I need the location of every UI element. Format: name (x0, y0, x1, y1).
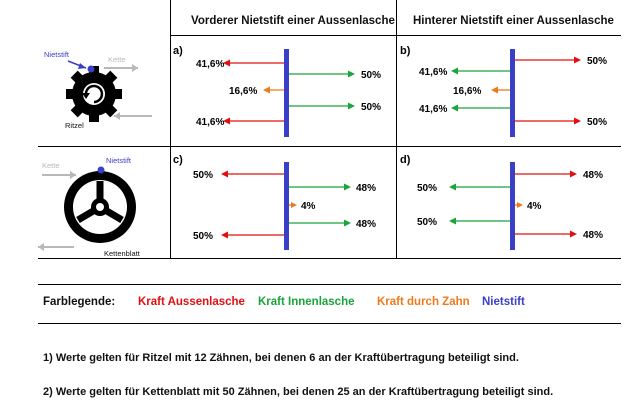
force-value: 50% (417, 217, 437, 228)
legend-top-border (38, 284, 621, 285)
force-value: 50% (361, 102, 381, 113)
chainring-icon (64, 171, 136, 243)
rivet-dot (97, 166, 105, 174)
pin-bar (510, 49, 515, 137)
footnote-1: 1) Werte gelten für Ritzel mit 12 Zähnen… (43, 352, 519, 364)
chainring-name-label: Kettenblatt (104, 249, 141, 258)
panel-label: b) (400, 45, 411, 57)
column-divider-left (170, 0, 171, 258)
force-value: 41,6% (196, 117, 224, 128)
table-bottom-border (38, 258, 621, 259)
panel-b-rear-sprocket: b) 50% 41,6% 16,6% 41,6% 50% (400, 45, 607, 137)
force-value: 50% (193, 170, 213, 181)
panel-a-front-sprocket: a) 41,6% 50% 16,6% 50% 41,6% (173, 45, 381, 137)
panel-label: c) (173, 154, 183, 166)
table-top-border (170, 35, 621, 36)
legend-tooth-force: Kraft durch Zahn (377, 296, 470, 308)
force-value: 16,6% (229, 86, 257, 97)
force-value: 50% (193, 231, 213, 242)
chain-label: Kette (42, 161, 60, 170)
column-divider-middle (396, 0, 397, 258)
pin-bar (510, 162, 515, 250)
header-front-rivet: Vorderer Nietstift einer Aussenlasche (191, 15, 395, 27)
force-value: 4% (301, 201, 316, 212)
legend-title: Farblegende: (43, 296, 116, 308)
force-value: 48% (583, 170, 603, 181)
legend-pin: Nietstift (482, 296, 525, 308)
force-value: 48% (356, 183, 376, 194)
sprocket-illustration: Nietstift Kette Ritzel (44, 50, 152, 130)
rivet-label: Nietstift (106, 156, 132, 165)
pin-bar (284, 49, 289, 137)
panel-label: a) (173, 45, 183, 57)
force-value: 50% (587, 117, 607, 128)
row-divider-line (38, 146, 621, 147)
force-value: 41,6% (196, 59, 224, 70)
force-value: 16,6% (453, 86, 481, 97)
rivet-label: Nietstift (44, 50, 70, 59)
rivet-dot (87, 65, 95, 73)
sprocket-name-label: Ritzel (65, 121, 84, 130)
chainring-illustration: Nietstift Kette Kettenblatt (38, 156, 141, 258)
force-value: 4% (527, 201, 542, 212)
force-value: 48% (583, 230, 603, 241)
gear-icon (66, 66, 122, 122)
panel-d-rear-chainring: d) 48% 50% 4% 50% 48% (400, 154, 603, 250)
panel-c-front-chainring: c) 50% 48% 4% 48% 50% (173, 154, 376, 250)
force-value: 41,6% (419, 67, 447, 78)
force-value: 50% (417, 183, 437, 194)
legend-inner-force: Kraft Innenlasche (258, 296, 355, 308)
legend-bottom-border (38, 323, 621, 324)
footnote-2: 2) Werte gelten für Kettenblatt mit 50 Z… (43, 386, 554, 398)
header-rear-rivet: Hinterer Nietstift einer Aussenlasche (413, 15, 614, 27)
force-value: 50% (587, 56, 607, 67)
panel-label: d) (400, 154, 411, 166)
legend-outer-force: Kraft Aussenlasche (138, 296, 245, 308)
chain-label: Kette (108, 55, 126, 64)
force-value: 41,6% (419, 104, 447, 115)
force-value: 50% (361, 70, 381, 81)
pin-bar (284, 162, 289, 250)
force-value: 48% (356, 219, 376, 230)
